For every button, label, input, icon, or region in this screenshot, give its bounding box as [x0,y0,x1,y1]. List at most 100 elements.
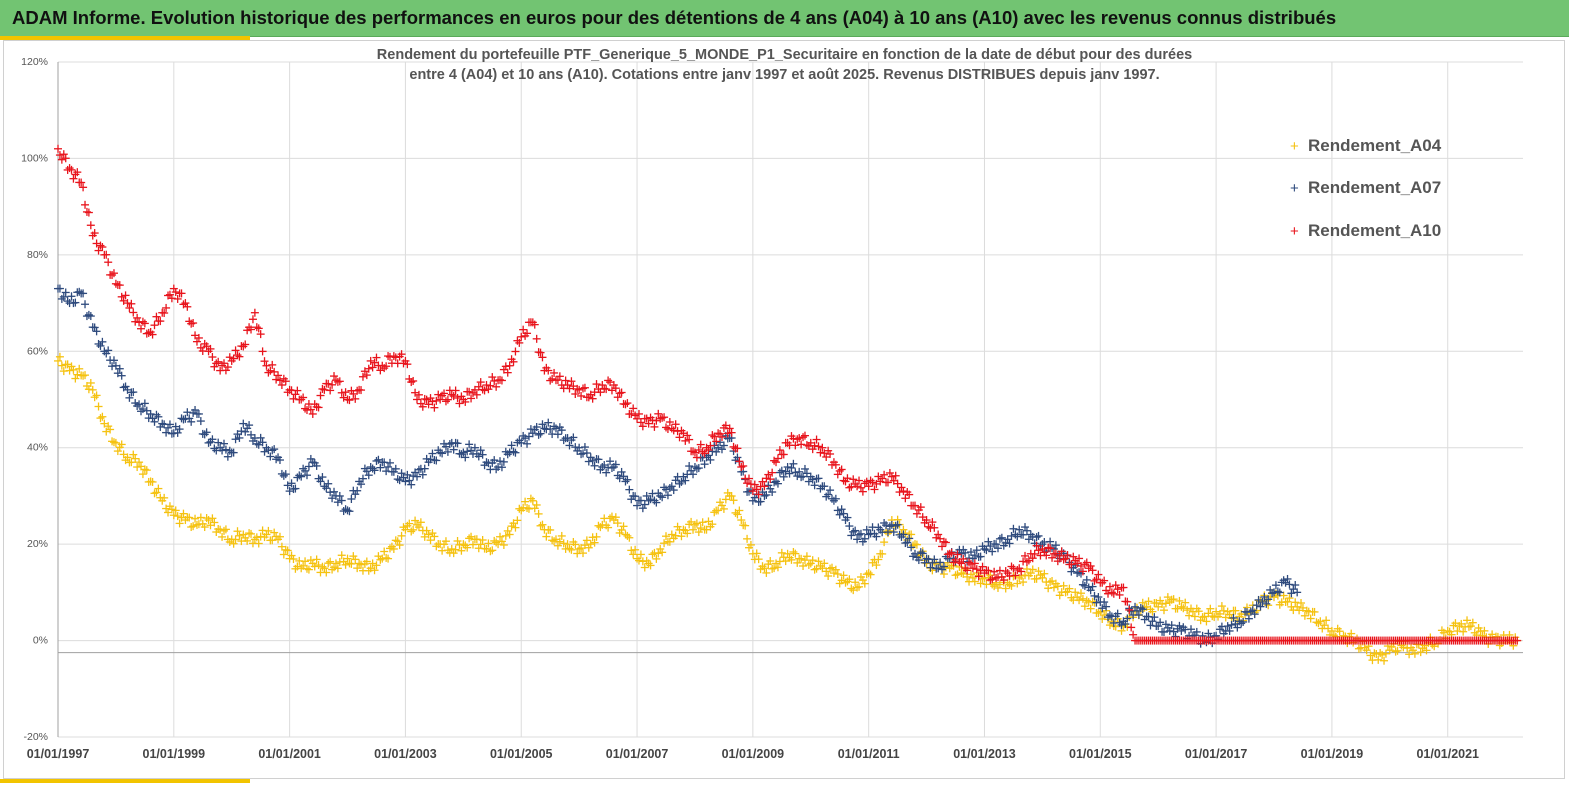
point-rendement-a07 [173,428,182,437]
point-rendement-a04 [1156,596,1165,605]
point-rendement-a04 [416,518,425,527]
point-rendement-a07 [1080,581,1089,590]
point-rendement-a10 [692,453,701,462]
point-rendement-a04 [411,516,420,525]
point-rendement-a07 [800,464,809,473]
point-rendement-a07 [1138,605,1147,614]
point-rendement-a07 [843,513,852,522]
point-rendement-a07 [980,544,989,553]
point-rendement-a07 [293,473,302,482]
point-rendement-a07 [478,450,487,459]
point-rendement-a04 [866,570,875,579]
point-rendement-a10 [1082,558,1091,567]
point-rendement-a07 [476,446,485,455]
point-rendement-a10 [555,372,564,381]
point-rendement-a10 [1030,549,1039,558]
point-rendement-a10 [1057,547,1066,556]
point-rendement-a07 [845,522,854,531]
point-rendement-a10 [642,414,651,423]
point-rendement-a07 [719,441,728,450]
point-rendement-a04 [677,532,686,541]
point-rendement-a10 [779,450,788,459]
point-rendement-a07 [347,495,356,504]
point-rendement-a04 [652,554,661,563]
point-rendement-a10 [86,221,95,230]
point-rendement-a04 [200,523,209,532]
point-rendement-a04 [1028,565,1037,574]
point-rendement-a04 [283,546,292,555]
point-rendement-a07 [270,445,279,454]
point-rendement-a04 [330,563,339,572]
x-tick-label: 01/01/2007 [606,747,669,761]
point-rendement-a10 [800,431,809,440]
point-rendement-a10 [1042,551,1051,560]
point-rendement-a10 [1061,554,1070,563]
point-rendement-a10 [326,386,335,395]
point-rendement-a07 [507,441,516,450]
point-rendement-a04 [1177,602,1186,611]
point-rendement-a07 [1167,621,1176,630]
point-rendement-a04 [692,519,701,528]
point-rendement-a07 [1264,595,1273,604]
point-rendement-a04 [424,530,433,539]
point-rendement-a07 [899,530,908,539]
point-rendement-a04 [1416,648,1425,657]
point-rendement-a07 [219,439,228,448]
point-rendement-a10 [69,174,78,183]
point-rendement-a07 [992,540,1001,549]
point-rendement-a10 [277,381,286,390]
point-rendement-a04 [496,532,505,541]
point-rendement-a07 [470,443,479,452]
point-rendement-a04 [611,513,620,522]
point-rendement-a04 [662,532,671,541]
point-rendement-a04 [192,520,201,529]
point-rendement-a04 [1310,607,1319,616]
point-rendement-a10 [999,576,1008,585]
point-rendement-a07 [1019,530,1028,539]
point-rendement-a04 [760,564,769,573]
point-rendement-a10 [165,290,174,299]
point-rendement-a10 [812,435,821,444]
point-rendement-a04 [1410,649,1419,658]
point-rendement-a04 [382,553,391,562]
point-rendement-a07 [281,470,290,479]
point-rendement-a10 [818,443,827,452]
grid-lines [57,61,1523,738]
point-rendement-a10 [148,330,157,339]
point-rendement-a10 [924,522,933,531]
point-rendement-a10 [748,487,757,496]
point-rendement-a07 [795,467,804,476]
point-rendement-a07 [536,429,545,438]
point-rendement-a04 [1219,606,1228,615]
point-rendement-a04 [872,561,881,570]
point-rendement-a07 [831,494,840,503]
point-rendement-a04 [409,525,418,534]
point-rendement-a10 [990,567,999,576]
point-rendement-a04 [845,575,854,584]
point-rendement-a10 [247,325,256,334]
point-rendement-a07 [1165,626,1174,635]
point-rendement-a07 [773,479,782,488]
point-rendement-a07 [1051,541,1060,550]
legend-label-a04: Rendement_A04 [1308,136,1442,155]
point-rendement-a10 [963,566,972,575]
point-rendement-a04 [243,536,252,545]
point-rendement-a07 [860,534,869,543]
point-rendement-a07 [706,455,715,464]
point-rendement-a04 [968,573,977,582]
point-rendement-a07 [343,506,352,515]
point-rendement-a04 [221,525,230,534]
point-rendement-a07 [499,457,508,466]
point-rendement-a07 [445,440,454,449]
report-header: ADAM Informe. Evolution historique des p… [0,0,1569,37]
point-rendement-a07 [218,446,227,455]
point-rendement-a10 [880,470,889,479]
point-rendement-a10 [403,360,412,369]
point-rendement-a04 [567,545,576,554]
point-rendement-a04 [71,374,80,383]
point-rendement-a04 [270,528,279,537]
point-rendement-a10 [397,350,406,359]
point-rendement-a04 [1320,621,1329,630]
point-rendement-a04 [1480,626,1489,635]
point-rendement-a10 [102,250,111,259]
